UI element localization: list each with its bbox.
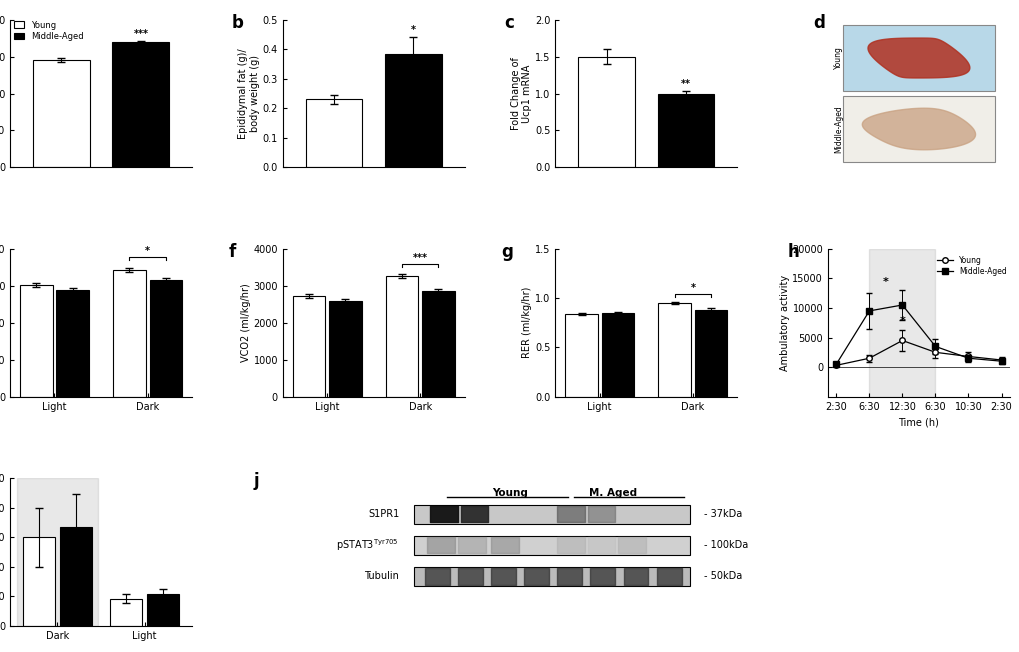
Bar — [329, 301, 361, 396]
Bar — [113, 270, 146, 396]
FancyBboxPatch shape — [842, 96, 995, 162]
Y-axis label: VCO2 (ml/kg/hr): VCO2 (ml/kg/hr) — [240, 284, 251, 362]
Text: b: b — [231, 14, 244, 32]
FancyBboxPatch shape — [414, 536, 689, 555]
Bar — [22, 537, 55, 626]
X-axis label: Time (h): Time (h) — [898, 417, 938, 427]
Text: Middle-Aged: Middle-Aged — [834, 105, 843, 153]
Legend: Young, Middle-Aged: Young, Middle-Aged — [14, 21, 84, 41]
Bar — [385, 276, 418, 396]
Text: *: * — [899, 316, 905, 326]
Bar — [148, 594, 179, 626]
Text: *: * — [411, 25, 416, 35]
Bar — [385, 53, 441, 168]
FancyBboxPatch shape — [842, 25, 995, 91]
Text: Tubulin: Tubulin — [364, 571, 398, 582]
Text: **: ** — [681, 79, 691, 89]
Y-axis label: Ambulatory activity: Ambulatory activity — [779, 274, 789, 371]
Text: Young: Young — [492, 488, 528, 498]
Polygon shape — [861, 108, 974, 150]
Bar — [112, 42, 169, 168]
Bar — [60, 527, 92, 626]
Bar — [16, 478, 98, 626]
Text: ***: *** — [413, 252, 427, 263]
Text: - 100kDa: - 100kDa — [704, 541, 748, 550]
Text: j: j — [254, 472, 259, 490]
Text: h: h — [788, 243, 799, 261]
Text: *: * — [145, 246, 150, 256]
Bar — [422, 291, 454, 396]
Bar — [33, 60, 90, 168]
Text: g: g — [500, 243, 513, 261]
Bar — [110, 599, 142, 626]
Text: f: f — [228, 243, 235, 261]
Y-axis label: Epididymal fat (g)/
body weight (g): Epididymal fat (g)/ body weight (g) — [238, 48, 260, 139]
Bar — [601, 313, 634, 396]
Bar — [694, 310, 727, 396]
Text: *: * — [690, 284, 695, 293]
Text: Young: Young — [834, 46, 843, 70]
Text: S1PR1: S1PR1 — [368, 509, 398, 519]
Text: d: d — [813, 14, 824, 32]
Text: c: c — [504, 14, 514, 32]
Y-axis label: RER (ml/kg/hr): RER (ml/kg/hr) — [522, 287, 532, 359]
Bar — [565, 314, 597, 396]
Bar — [56, 290, 89, 396]
FancyBboxPatch shape — [414, 567, 689, 586]
Bar — [150, 280, 182, 396]
Bar — [306, 99, 362, 168]
Bar — [868, 249, 934, 396]
Bar — [292, 296, 325, 396]
Text: - 50kDa: - 50kDa — [704, 571, 742, 582]
Bar — [578, 57, 634, 168]
Polygon shape — [867, 38, 969, 78]
Bar — [20, 285, 53, 396]
Text: *: * — [882, 277, 888, 288]
Text: - 37kDa: - 37kDa — [704, 509, 742, 519]
Text: M. Aged: M. Aged — [588, 488, 636, 498]
FancyBboxPatch shape — [414, 505, 689, 524]
Bar — [658, 303, 690, 396]
Text: ***: *** — [133, 29, 148, 39]
Text: $\mathregular{pSTAT3^{Tyr705}}$: $\mathregular{pSTAT3^{Tyr705}}$ — [336, 537, 398, 553]
Y-axis label: Fold Change of
Ucp1 mRNA: Fold Change of Ucp1 mRNA — [511, 57, 532, 130]
Bar — [657, 93, 713, 168]
Legend: Young, Middle-Aged: Young, Middle-Aged — [933, 252, 1009, 279]
